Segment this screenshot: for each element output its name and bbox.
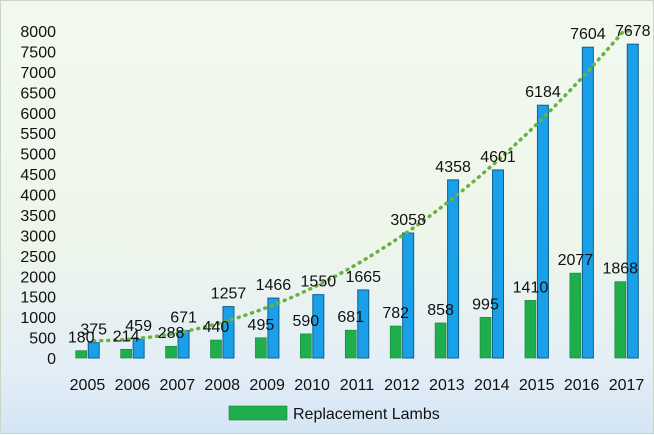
- data-label-replacement-lambs: 214: [113, 328, 140, 345]
- x-tick-label: 2010: [294, 377, 330, 394]
- x-tick-label: 2014: [474, 377, 510, 394]
- data-label-replacement-lambs: 590: [292, 313, 319, 330]
- x-tick-label: 2017: [609, 377, 645, 394]
- bar-replacement-lambs: [434, 322, 447, 359]
- y-tick-label: 3000: [20, 228, 56, 245]
- bar-series-2: [267, 297, 280, 359]
- data-label-replacement-lambs: 858: [427, 302, 454, 319]
- x-tick-label: 2012: [384, 377, 420, 394]
- data-label-replacement-lambs: 440: [203, 319, 230, 336]
- bar-replacement-lambs: [120, 348, 132, 359]
- y-tick-label: 3500: [20, 208, 56, 225]
- legend-swatch-replacement-lambs: [228, 405, 288, 421]
- data-label-series-2: 7604: [570, 26, 606, 43]
- data-label-series-2: 1466: [256, 277, 292, 294]
- bar-replacement-lambs: [300, 333, 312, 359]
- bar-replacement-lambs: [614, 281, 627, 359]
- bar-series-2: [536, 104, 549, 359]
- data-label-series-2: 459: [125, 318, 152, 335]
- data-label-series-2: 6184: [525, 84, 561, 101]
- bar-replacement-lambs: [479, 317, 492, 359]
- bar-replacement-lambs: [569, 272, 582, 359]
- bar-replacement-lambs: [255, 337, 267, 359]
- bar-series-2: [492, 169, 505, 359]
- x-tick-label: 2007: [160, 377, 196, 394]
- data-label-replacement-lambs: 288: [158, 325, 185, 342]
- data-label-series-2: 3058: [390, 212, 426, 229]
- bars: [75, 43, 639, 359]
- y-tick-label: 2500: [20, 249, 56, 266]
- data-label-series-2: 4358: [435, 159, 471, 176]
- bar-series-2: [222, 306, 235, 359]
- y-tick-label: 0: [47, 351, 56, 368]
- data-label-series-2: 1257: [211, 286, 247, 303]
- x-tick-label: 2015: [519, 377, 555, 394]
- bar-series-2: [447, 179, 460, 359]
- y-tick-label: 4500: [20, 167, 56, 184]
- y-tick-label: 5000: [20, 147, 56, 164]
- bar-replacement-lambs: [75, 350, 88, 359]
- legend-label-replacement-lambs: Replacement Lambs: [293, 406, 440, 423]
- y-tick-label: 7000: [20, 65, 56, 82]
- bar-series-2: [132, 338, 145, 359]
- data-label-series-2: 671: [170, 310, 197, 327]
- data-label-replacement-lambs: 1410: [513, 279, 549, 296]
- data-label-replacement-lambs: 180: [68, 330, 95, 347]
- x-tick-label: 2011: [340, 377, 375, 394]
- trendline: [91, 29, 635, 343]
- y-tick-label: 1500: [20, 290, 56, 307]
- y-tick-label: 7500: [20, 44, 56, 61]
- x-tick-label: 2009: [249, 377, 285, 394]
- data-label-series-2: 4601: [480, 149, 516, 166]
- data-label-replacement-lambs: 681: [337, 309, 364, 326]
- x-tick-label: 2016: [564, 377, 600, 394]
- data-label-replacement-lambs: 995: [472, 296, 499, 313]
- data-label-replacement-lambs: 1868: [602, 261, 638, 278]
- y-tick-label: 1000: [20, 310, 56, 327]
- y-tick-label: 2000: [20, 269, 56, 286]
- x-tick-label: 2008: [204, 377, 240, 394]
- bar-replacement-lambs: [344, 329, 357, 359]
- data-label-series-2: 7678: [615, 23, 651, 40]
- y-tick-label: 5500: [20, 126, 56, 143]
- trendline-path: [91, 29, 635, 343]
- x-tick-label: 2013: [429, 377, 465, 394]
- bar-series-2: [312, 294, 325, 359]
- bar-replacement-lambs: [165, 345, 177, 359]
- data-label-series-2: 1550: [301, 274, 337, 291]
- bar-series-2: [357, 289, 370, 359]
- x-tick-label: 2005: [70, 377, 106, 394]
- legend: Replacement Lambs: [228, 405, 440, 423]
- bar-series-2: [626, 43, 639, 359]
- data-label-replacement-lambs: 782: [382, 305, 409, 322]
- bar-replacement-lambs: [389, 325, 402, 359]
- y-tick-label: 6000: [20, 106, 56, 123]
- y-tick-label: 8000: [20, 24, 56, 41]
- data-label-series-2: 1665: [345, 269, 381, 286]
- data-label-replacement-lambs: 495: [248, 317, 275, 334]
- y-tick-label: 500: [29, 331, 56, 348]
- data-label-replacement-lambs: 2077: [558, 252, 594, 269]
- bar-series-2: [402, 232, 415, 359]
- data-label-series-2: 375: [80, 322, 107, 339]
- bar-series-2: [87, 342, 100, 359]
- y-tick-label: 4000: [20, 188, 56, 205]
- bar-series-2: [581, 46, 594, 359]
- x-tick-label: 2006: [115, 377, 151, 394]
- y-tick-label: 6500: [20, 85, 56, 102]
- x-axis-ticks: 2005 2006 2007 2008 2009 2010 2011 2012 2013 2014…: [70, 377, 645, 394]
- y-axis-ticks: 0 500 1000 1500 2000 2500 3000 3500 4000 4500 5000…: [20, 24, 56, 368]
- bar-replacement-lambs: [210, 339, 222, 359]
- bar-replacement-lambs: [524, 300, 537, 359]
